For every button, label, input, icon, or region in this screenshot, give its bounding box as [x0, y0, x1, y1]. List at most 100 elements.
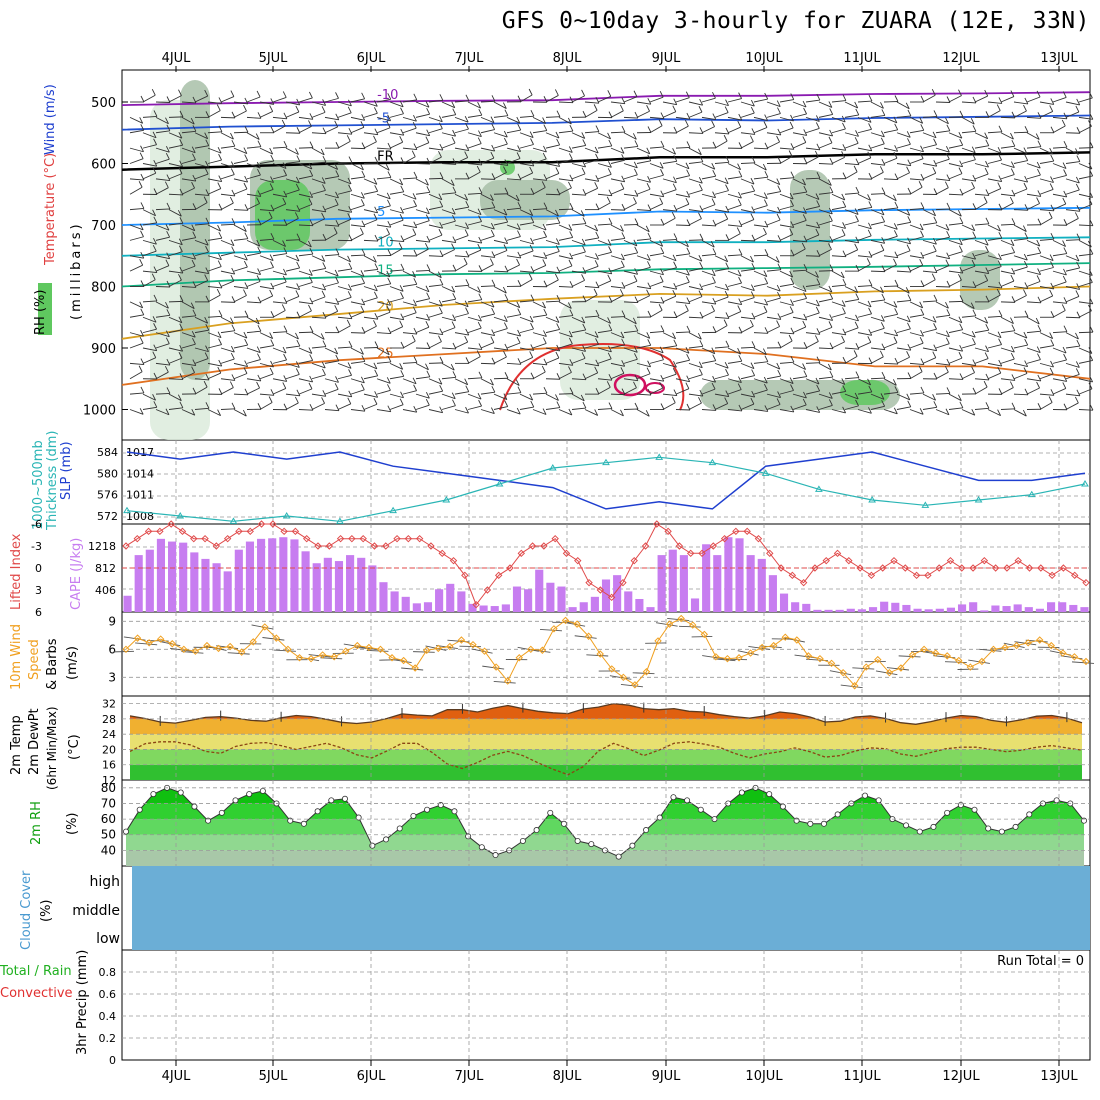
wind-barb	[870, 163, 885, 166]
wind-barb-flag	[946, 387, 951, 394]
thickness-point	[815, 485, 823, 492]
wind-barb	[883, 116, 898, 124]
wind-barb-flag	[764, 92, 769, 100]
wind-barb-flag	[568, 181, 572, 189]
wind-barb	[155, 178, 170, 182]
wind-barb-flag	[541, 365, 546, 373]
wind-barb-flag	[855, 236, 860, 244]
wind-barb	[259, 160, 274, 164]
wind-barb	[480, 193, 494, 202]
wind-barb	[779, 312, 794, 318]
wind-barb-flag	[945, 224, 950, 231]
wind-barb-flag	[1050, 339, 1055, 346]
lifted-index-point	[991, 564, 1000, 572]
wind-barb	[974, 378, 989, 381]
wind-barb-flag	[698, 290, 703, 297]
wind-barb-flag	[855, 293, 860, 300]
wind-barb-flag	[165, 224, 170, 231]
wind-barb	[324, 97, 339, 103]
wind-barb	[714, 209, 729, 213]
wind-barb-flag	[907, 294, 912, 301]
wind-barb	[636, 147, 650, 155]
wind-barb	[1078, 125, 1092, 134]
wind-barb-flag	[270, 126, 275, 133]
bottom-date-label: 9JUL	[652, 1069, 682, 1084]
wind-barb	[1052, 331, 1067, 334]
wind-barb-flag	[478, 343, 483, 350]
wind-barb-flag	[153, 138, 157, 145]
run-total-label: Run Total = 0	[997, 954, 1084, 969]
wind-barb	[883, 255, 898, 259]
wind-barb	[441, 405, 456, 410]
wind-barb-flag	[152, 166, 157, 174]
wind-barb-flag	[828, 101, 833, 108]
wind-barb-flag	[868, 144, 873, 151]
wind-barb	[324, 116, 339, 121]
wind-barb-flag	[620, 260, 625, 268]
wind-barb	[662, 217, 676, 226]
wind-barb	[597, 386, 611, 395]
wind-barb-flag	[660, 325, 665, 332]
wind-barb	[649, 330, 664, 334]
wind-barb	[376, 332, 391, 335]
wind-barb	[571, 223, 586, 226]
wind-barb-flag	[958, 245, 963, 252]
wind-barb-flag	[437, 271, 442, 278]
wind-barb-flag	[671, 396, 676, 403]
wind-barb-flag	[465, 200, 470, 208]
wind-barb	[857, 263, 871, 272]
wind-barb	[909, 116, 923, 124]
wind-barb	[753, 270, 768, 278]
wind-barb	[831, 193, 845, 201]
wind-barb	[974, 358, 989, 364]
wind-barb-flag	[282, 275, 287, 283]
wind-barb	[753, 193, 768, 200]
rh2m-point	[998, 828, 1005, 835]
wind-barb	[428, 234, 443, 241]
wind-barb	[584, 159, 599, 164]
wind-barb	[545, 300, 561, 303]
wind-barb	[493, 250, 508, 257]
wind-barb-flag	[568, 337, 573, 345]
wind-barb	[792, 142, 806, 149]
rh2m-point	[533, 827, 540, 834]
wind-barb-flag	[842, 385, 847, 392]
wind-barb-flag	[672, 148, 676, 155]
wind-barb-flag	[789, 306, 794, 313]
wind-barb	[194, 132, 208, 140]
wind-barb-flag	[763, 199, 768, 206]
wind-barb	[272, 388, 286, 395]
wind-barb	[753, 301, 768, 306]
wind-barb-flag	[931, 89, 936, 96]
bottom-date-label: 13JUL	[1040, 1069, 1078, 1084]
wind-barb-flag	[842, 328, 847, 336]
wind-barb-flag	[646, 105, 650, 112]
wind-barb-flag	[879, 166, 884, 173]
wind-barb-flag	[842, 307, 846, 314]
wind-barb-flag	[958, 167, 963, 174]
wind-barb	[818, 239, 833, 243]
wind-barb-flag	[699, 283, 704, 290]
wind-barb	[506, 178, 521, 181]
wind-barb	[987, 315, 1002, 318]
wind-barb-flag	[152, 244, 157, 252]
wind-barb	[1052, 239, 1066, 247]
wind-barb	[207, 332, 222, 339]
wind-barb	[324, 310, 338, 318]
wind-barb-flag	[348, 184, 352, 192]
wind-barb	[233, 362, 248, 367]
wind-barb	[324, 388, 339, 395]
wind-barb	[467, 347, 482, 350]
wind-barb-flag	[894, 386, 899, 393]
wind-barb-flag	[348, 128, 353, 135]
wind-barb	[467, 163, 482, 166]
rh2m-point	[369, 842, 376, 849]
wind-barb-flag	[646, 289, 650, 296]
wind-barb-flag	[361, 220, 366, 227]
wind-barb	[376, 116, 391, 122]
wind-barb-flag	[322, 205, 327, 213]
wind-barb-flag	[1024, 154, 1029, 161]
wind-barb	[779, 205, 794, 211]
wind-barb	[688, 111, 703, 118]
wind-speed-point	[492, 663, 500, 671]
